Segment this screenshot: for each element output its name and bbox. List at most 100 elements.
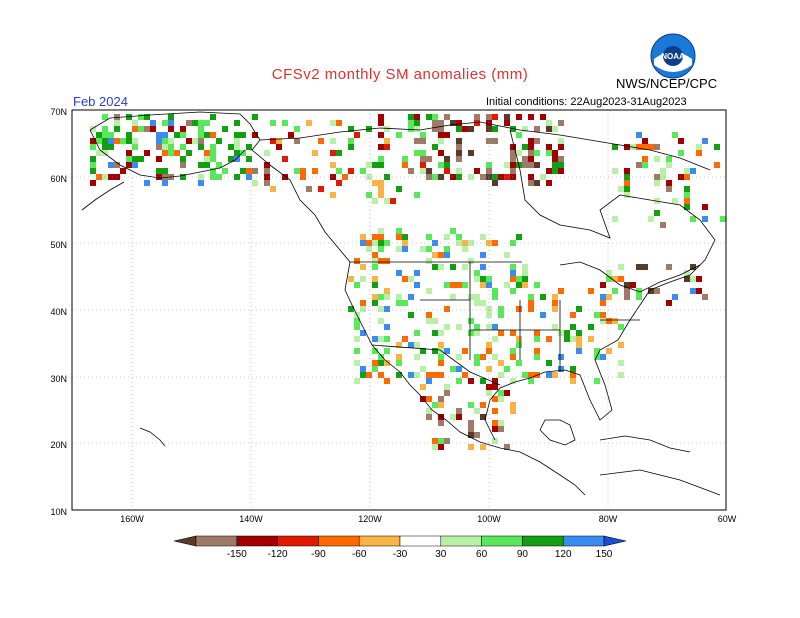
anomaly-cell xyxy=(552,162,558,168)
lat-label: 60N xyxy=(50,174,67,184)
anomaly-cell xyxy=(372,198,378,204)
anomaly-cell xyxy=(366,246,372,252)
anomaly-cell xyxy=(432,438,438,444)
anomaly-cell xyxy=(528,378,534,384)
anomaly-cell xyxy=(690,288,696,294)
anomaly-cell xyxy=(636,288,642,294)
anomaly-cell xyxy=(516,342,522,348)
anomaly-cell xyxy=(474,114,480,120)
coastline-path xyxy=(420,262,640,372)
anomaly-cell xyxy=(480,264,486,270)
anomaly-cell xyxy=(438,396,444,402)
anomaly-cell xyxy=(474,330,480,336)
anomaly-cell xyxy=(576,330,582,336)
anomaly-cell xyxy=(510,144,516,150)
anomaly-cell xyxy=(546,180,552,186)
anomaly-cell xyxy=(468,402,474,408)
anomaly-cell xyxy=(198,126,204,132)
anomaly-cell xyxy=(354,336,360,342)
anomaly-cell xyxy=(162,120,168,126)
anomaly-cell xyxy=(414,114,420,120)
anomaly-cell xyxy=(456,150,462,156)
anomaly-cell xyxy=(420,384,426,390)
anomaly-cell xyxy=(624,288,630,294)
anomaly-cell xyxy=(216,162,222,168)
anomaly-cell xyxy=(618,360,624,366)
anomaly-cell xyxy=(510,168,516,174)
anomaly-cell xyxy=(168,114,174,120)
anomaly-cell xyxy=(576,336,582,342)
anomaly-cell xyxy=(522,264,528,270)
anomaly-cell xyxy=(552,156,558,162)
coastline-path xyxy=(484,239,716,441)
anomaly-cell xyxy=(570,336,576,342)
colorbar-segment xyxy=(440,535,482,547)
anomaly-cell xyxy=(564,336,570,342)
anomaly-cell xyxy=(666,264,672,270)
anomaly-cell xyxy=(156,168,162,174)
anomaly-cell xyxy=(486,342,492,348)
anomaly-cell xyxy=(438,150,444,156)
anomaly-cell xyxy=(510,276,516,282)
anomaly-cell xyxy=(594,378,600,384)
anomaly-cell xyxy=(450,294,456,300)
anomaly-cell xyxy=(234,132,240,138)
colorbar-segment xyxy=(562,535,605,547)
anomaly-cell xyxy=(690,216,696,222)
anomaly-cell xyxy=(168,150,174,156)
coastline-path xyxy=(371,344,501,386)
anomaly-cell xyxy=(522,162,528,168)
anomaly-cell xyxy=(522,372,528,378)
anomaly-cell xyxy=(414,150,420,156)
anomaly-cell xyxy=(426,246,432,252)
anomaly-cell xyxy=(438,330,444,336)
anomaly-cell xyxy=(456,120,462,126)
anomaly-cell xyxy=(516,234,522,240)
anomaly-cell xyxy=(126,114,132,120)
anomaly-cell xyxy=(444,114,450,120)
anomaly-cell xyxy=(468,378,474,384)
anomaly-cell xyxy=(378,120,384,126)
anomaly-cell xyxy=(348,306,354,312)
anomaly-cell xyxy=(198,144,204,150)
anomaly-cell xyxy=(138,156,144,162)
anomaly-cell xyxy=(126,138,132,144)
anomaly-cell xyxy=(504,114,510,120)
anomaly-cell xyxy=(528,294,534,300)
anomaly-cell xyxy=(426,288,432,294)
anomaly-cell xyxy=(372,348,378,354)
anomaly-cell xyxy=(438,372,444,378)
anomaly-cell xyxy=(438,264,444,270)
anomaly-cell xyxy=(90,126,96,132)
anomaly-cell xyxy=(144,180,150,186)
anomaly-cell xyxy=(396,372,402,378)
anomaly-cell xyxy=(300,174,306,180)
anomaly-cell xyxy=(486,390,492,396)
anomaly-cell xyxy=(216,138,222,144)
anomaly-cell xyxy=(474,432,480,438)
anomaly-cell xyxy=(450,366,456,372)
anomaly-cell xyxy=(384,348,390,354)
anomaly-cell xyxy=(600,354,606,360)
lon-label: 100W xyxy=(477,514,501,524)
anomaly-cell xyxy=(348,126,354,132)
anomaly-cell xyxy=(534,162,540,168)
anomaly-cell xyxy=(420,366,426,372)
anomaly-cell xyxy=(456,324,462,330)
anomaly-cell xyxy=(510,270,516,276)
anomaly-cell xyxy=(132,138,138,144)
anomaly-cell xyxy=(408,168,414,174)
anomaly-cell xyxy=(360,276,366,282)
anomaly-cell xyxy=(360,330,366,336)
anomaly-cell xyxy=(330,162,336,168)
anomaly-cell xyxy=(612,168,618,174)
anomaly-cell xyxy=(534,330,540,336)
anomaly-cell xyxy=(618,276,624,282)
anomaly-cell xyxy=(474,360,480,366)
anomaly-cell xyxy=(648,144,654,150)
anomaly-cell xyxy=(636,264,642,270)
anomaly-cell xyxy=(444,162,450,168)
anomaly-cell xyxy=(636,144,642,150)
anomaly-cell xyxy=(684,198,690,204)
anomaly-cell xyxy=(552,126,558,132)
